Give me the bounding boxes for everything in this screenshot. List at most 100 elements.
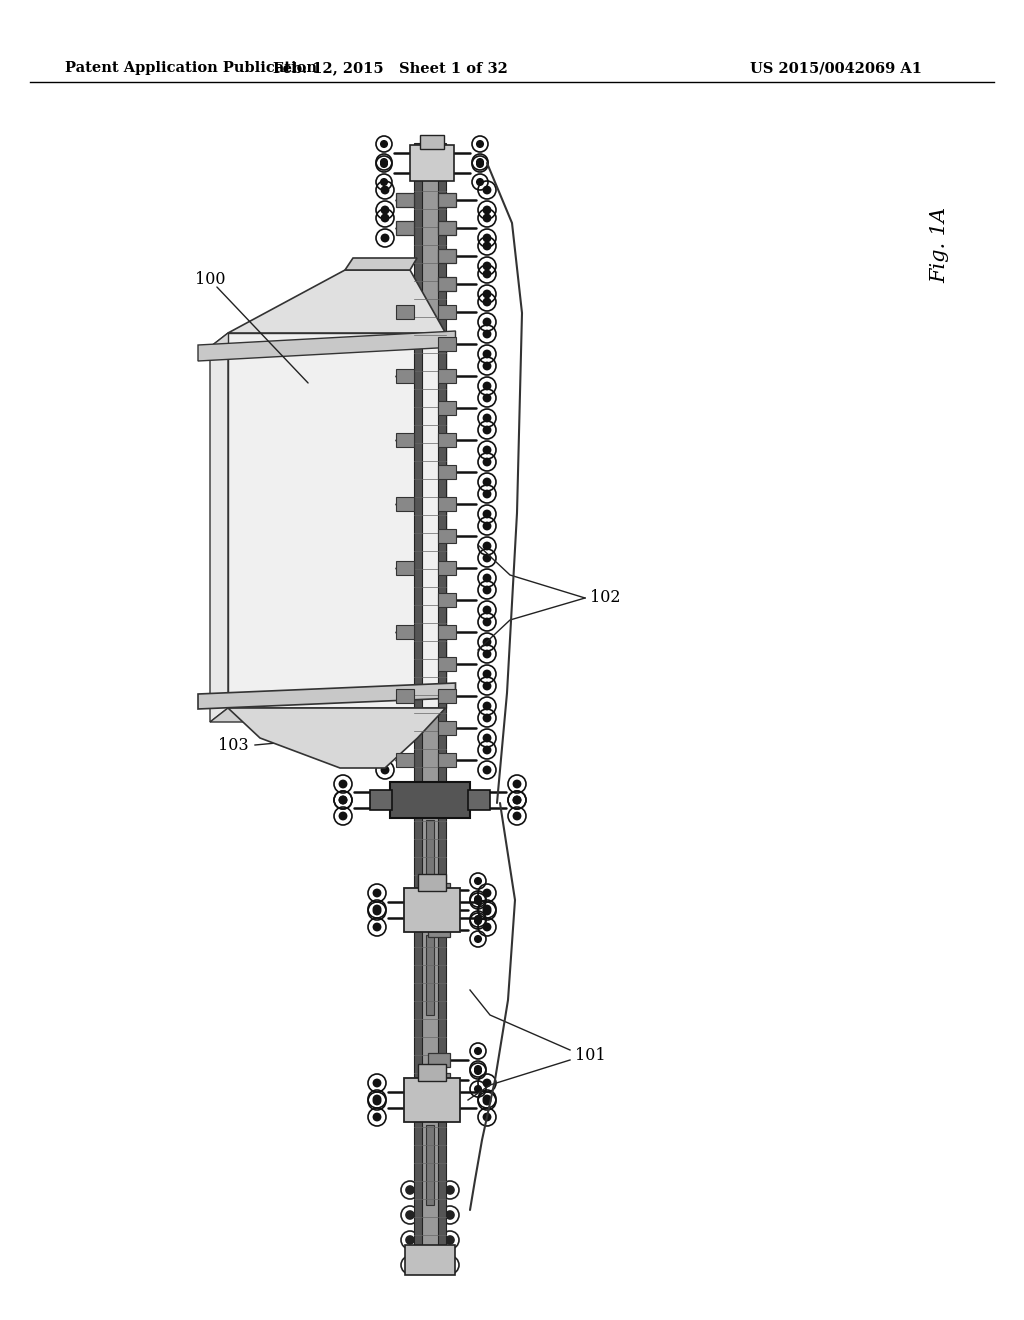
Circle shape <box>483 458 490 466</box>
Circle shape <box>483 714 490 722</box>
Circle shape <box>381 746 388 754</box>
Circle shape <box>475 936 481 942</box>
Circle shape <box>381 141 387 148</box>
Circle shape <box>475 898 481 904</box>
Circle shape <box>339 796 346 804</box>
Circle shape <box>381 554 388 561</box>
Circle shape <box>483 906 490 912</box>
Circle shape <box>483 511 490 517</box>
Circle shape <box>483 746 490 754</box>
Circle shape <box>381 235 388 242</box>
Circle shape <box>483 318 490 326</box>
Circle shape <box>513 796 520 804</box>
Bar <box>396 752 414 767</box>
Circle shape <box>446 1236 454 1243</box>
Circle shape <box>483 523 490 529</box>
Polygon shape <box>210 333 228 722</box>
Circle shape <box>477 158 483 165</box>
Circle shape <box>381 574 388 582</box>
Bar <box>404 1078 460 1122</box>
Circle shape <box>381 491 388 498</box>
Circle shape <box>483 1080 490 1086</box>
Bar <box>370 789 392 810</box>
Circle shape <box>483 554 490 561</box>
Circle shape <box>483 271 490 277</box>
Bar <box>428 923 450 937</box>
Circle shape <box>483 606 490 614</box>
Circle shape <box>381 702 388 710</box>
Circle shape <box>381 161 387 168</box>
Circle shape <box>475 917 481 924</box>
Circle shape <box>483 363 490 370</box>
Circle shape <box>475 916 481 923</box>
Circle shape <box>381 639 388 645</box>
Circle shape <box>381 767 388 774</box>
Text: Feb. 12, 2015   Sheet 1 of 32: Feb. 12, 2015 Sheet 1 of 32 <box>272 61 508 75</box>
Circle shape <box>483 1097 490 1105</box>
Circle shape <box>446 1261 454 1269</box>
Circle shape <box>374 1080 381 1086</box>
Bar <box>438 752 456 767</box>
Circle shape <box>483 702 490 710</box>
Circle shape <box>483 186 490 194</box>
Circle shape <box>477 161 483 168</box>
Bar <box>438 465 456 479</box>
Bar <box>404 888 460 932</box>
Text: 102: 102 <box>590 590 621 606</box>
Bar <box>418 874 446 891</box>
Polygon shape <box>198 331 456 360</box>
Polygon shape <box>228 271 445 333</box>
Circle shape <box>483 243 490 249</box>
Bar <box>396 433 414 447</box>
Circle shape <box>483 890 490 896</box>
Circle shape <box>381 178 387 185</box>
Circle shape <box>427 982 433 987</box>
Circle shape <box>381 426 388 433</box>
Circle shape <box>339 812 346 820</box>
Polygon shape <box>198 682 456 709</box>
Circle shape <box>406 1185 414 1195</box>
Bar <box>438 593 456 607</box>
Circle shape <box>483 543 490 549</box>
Circle shape <box>374 1097 381 1105</box>
Circle shape <box>381 298 388 306</box>
Bar <box>396 220 414 235</box>
Bar <box>438 193 456 207</box>
Circle shape <box>483 682 490 689</box>
Bar <box>420 135 444 149</box>
Circle shape <box>483 574 490 582</box>
Circle shape <box>381 363 388 370</box>
Circle shape <box>475 1068 481 1074</box>
Circle shape <box>446 1210 454 1218</box>
Circle shape <box>477 178 483 185</box>
Circle shape <box>381 446 388 454</box>
Circle shape <box>483 395 490 401</box>
Bar <box>414 143 422 1265</box>
Circle shape <box>381 618 388 626</box>
Bar <box>396 624 414 639</box>
Circle shape <box>381 158 387 165</box>
Text: Patent Application Publication: Patent Application Publication <box>65 61 317 75</box>
Circle shape <box>406 1236 414 1243</box>
Circle shape <box>483 298 490 306</box>
Circle shape <box>381 383 388 389</box>
Circle shape <box>483 924 490 931</box>
Circle shape <box>427 957 433 964</box>
Circle shape <box>483 446 490 454</box>
Bar <box>422 143 438 1265</box>
Polygon shape <box>228 708 445 768</box>
Bar <box>426 935 434 1015</box>
Circle shape <box>477 141 483 148</box>
Circle shape <box>483 330 490 338</box>
Text: 100: 100 <box>195 272 225 289</box>
Bar <box>406 1245 455 1275</box>
Circle shape <box>475 1086 481 1092</box>
Circle shape <box>381 206 388 214</box>
Bar <box>438 401 456 414</box>
Circle shape <box>374 1096 381 1102</box>
Circle shape <box>483 639 490 645</box>
Bar <box>438 624 456 639</box>
Circle shape <box>483 734 490 742</box>
Bar <box>438 143 446 1265</box>
Bar <box>428 1053 450 1067</box>
